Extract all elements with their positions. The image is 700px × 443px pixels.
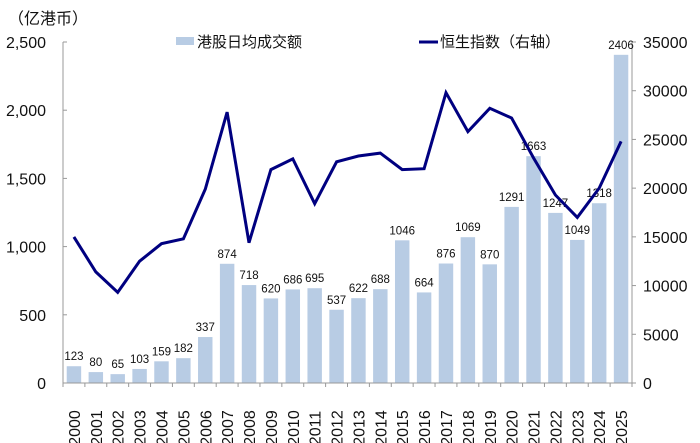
bar-value-label: 159 — [152, 346, 171, 358]
bar-value-label: 80 — [89, 357, 102, 369]
bar-value-label: 688 — [371, 274, 390, 286]
bar-value-label: 537 — [327, 295, 346, 307]
x-axis-label: 2021 — [527, 410, 544, 443]
x-axis-label: 2006 — [198, 410, 215, 443]
x-axis-label: 2016 — [417, 410, 434, 443]
x-axis-label: 2004 — [154, 410, 171, 443]
bar-value-label: 123 — [64, 351, 83, 363]
x-axis-label: 2022 — [548, 410, 565, 443]
x-axis-label: 2018 — [461, 410, 478, 443]
bar-2016 — [416, 292, 432, 383]
x-axis-label: 2000 — [67, 410, 84, 443]
bar-2023 — [570, 239, 585, 383]
legend-bar-swatch — [176, 37, 194, 45]
left-axis-tick-label: 2,000 — [6, 103, 46, 120]
x-axis-label: 2003 — [133, 410, 150, 443]
bar-2001 — [88, 372, 104, 383]
bar-2018 — [460, 237, 476, 383]
bar-2025 — [613, 54, 629, 384]
legend-line-label: 恒生指数（右轴） — [440, 34, 560, 51]
right-axis-tick-label: 35000 — [643, 35, 688, 52]
bar-value-label: 695 — [305, 273, 324, 285]
bar-2004 — [154, 361, 169, 383]
left-axis-tick-label: 1,000 — [6, 240, 46, 257]
bar-value-label: 718 — [239, 270, 258, 282]
x-axis-label: 2014 — [373, 410, 390, 443]
bar-value-label: 620 — [261, 283, 280, 295]
bar-2022 — [548, 212, 563, 383]
left-axis-tick-label: 0 — [37, 376, 46, 393]
bar-2011 — [307, 288, 322, 383]
bar-value-label: 1069 — [455, 222, 481, 234]
x-axis-label: 2015 — [395, 410, 412, 443]
x-axis-label: 2009 — [264, 410, 281, 443]
left-axis-tick-label: 500 — [19, 308, 46, 325]
bar-2009 — [263, 298, 279, 383]
x-axis-label: 2020 — [505, 410, 522, 443]
bar-value-label: 664 — [415, 277, 435, 289]
bar-2017 — [438, 263, 454, 383]
bar-2021 — [526, 156, 541, 383]
bar-value-label: 65 — [111, 359, 124, 371]
x-axis-label: 2002 — [111, 410, 128, 443]
x-axis-label: 2005 — [176, 410, 193, 443]
x-axis-label: 2012 — [330, 410, 347, 443]
bar-2013 — [351, 298, 366, 383]
left-axis-tick-label: 2,500 — [6, 35, 46, 52]
left-axis-tick-label: 1,500 — [6, 171, 46, 188]
right-axis-tick-label: 30000 — [643, 84, 688, 101]
bar-2007 — [219, 263, 235, 383]
x-axis-label: 2017 — [439, 410, 456, 443]
bar-2012 — [329, 309, 344, 383]
hsi-line — [72, 88, 623, 295]
bar-value-label: 103 — [130, 354, 149, 366]
bar-2020 — [504, 206, 519, 383]
x-axis-label: 2011 — [308, 411, 325, 443]
bar-2014 — [373, 289, 388, 383]
bar-2008 — [241, 285, 257, 383]
x-axis-label: 2023 — [570, 410, 587, 443]
bar-value-label: 686 — [283, 274, 302, 286]
right-axis-tick-label: 15000 — [643, 230, 688, 247]
bar-2006 — [198, 337, 213, 383]
x-axis-label: 2001 — [89, 410, 106, 443]
x-axis-label: 2013 — [351, 410, 368, 443]
right-axis-tick-label: 10000 — [643, 279, 688, 296]
bar-2010 — [285, 289, 301, 383]
x-axis-label: 2010 — [286, 410, 303, 443]
bar-value-label: 622 — [349, 283, 368, 295]
bar-2015 — [394, 240, 410, 383]
bar-2003 — [132, 368, 147, 383]
bar-value-label: 1049 — [564, 225, 590, 237]
bar-value-label: 1291 — [499, 192, 525, 204]
bar-2024 — [591, 203, 607, 383]
bar-value-label: 874 — [218, 249, 238, 261]
bar-2000 — [66, 366, 82, 383]
right-axis-tick-label: 20000 — [643, 181, 688, 198]
bar-value-label: 182 — [174, 343, 193, 355]
right-axis-tick-label: 5000 — [643, 327, 679, 344]
right-axis-tick-label: 25000 — [643, 132, 688, 149]
bar-value-label: 337 — [196, 322, 215, 334]
x-axis-label: 2024 — [592, 410, 609, 443]
right-axis-tick-label: 0 — [643, 376, 652, 393]
bar-2002 — [110, 374, 125, 383]
bar-2005 — [176, 358, 191, 383]
x-axis-label: 2008 — [242, 410, 259, 443]
legend-bar-label: 港股日均成交额 — [197, 33, 302, 51]
x-axis-label: 2025 — [614, 410, 631, 443]
bar-2019 — [482, 264, 497, 383]
x-axis-label: 2019 — [483, 410, 500, 443]
left-axis-unit-label: （亿港币） — [8, 10, 88, 28]
bar-value-label: 2406 — [608, 40, 634, 52]
bar-value-label: 876 — [436, 249, 455, 261]
bar-value-label: 870 — [480, 249, 499, 261]
x-axis-label: 2007 — [220, 410, 237, 443]
bar-value-label: 1046 — [389, 225, 415, 237]
